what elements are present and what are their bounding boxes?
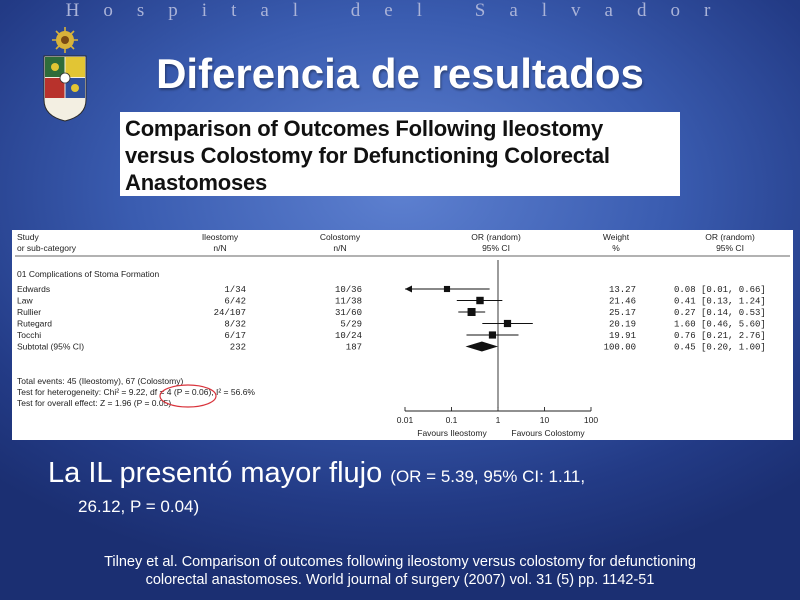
study-rows: Edwards 1/34 10/36 13.27 0.08 [0.01, 0.66] La… <box>17 284 766 353</box>
study-name: Edwards <box>17 284 50 294</box>
study-ileostomy: 24/107 <box>214 308 246 318</box>
paper-title-line: Comparison of Outcomes Following Ileosto… <box>125 116 604 141</box>
footer-overall-effect: Test for overall effect: Z = 1.96 (P = 0… <box>17 398 171 408</box>
study-name: Rullier <box>17 307 41 317</box>
forest-plot-svg: Study or sub-category Ileostomy n/N Colo… <box>15 232 790 438</box>
subtotal-diamond <box>465 341 498 352</box>
paper-title-box: Comparison of Outcomes Following Ileosto… <box>120 112 680 196</box>
study-point-marker <box>443 285 451 293</box>
study-point-marker <box>488 331 497 339</box>
p-value-highlight-circle <box>159 384 217 408</box>
study-weight: 19.91 <box>609 331 636 341</box>
conclusion-text: La IL presentó mayor flujo (OR = 5.39, 9… <box>48 456 768 520</box>
subtotal-ileostomy: 232 <box>230 343 246 353</box>
conclusion-stats: (OR = 5.39, 95% CI: 1.11, <box>390 467 586 486</box>
header-colostomy: Colostomy <box>320 232 361 242</box>
x-axis-tick-label: 0.01 <box>397 415 414 425</box>
reference-line: colorectal anastomoses. World journal of… <box>145 572 655 588</box>
header-study: Study <box>17 232 39 242</box>
study-name: Law <box>17 296 33 306</box>
subtotal-colostomy: 187 <box>346 343 362 353</box>
study-colostomy: 11/38 <box>335 297 362 307</box>
study-or-ci: 0.08 [0.01, 0.66] <box>674 285 766 295</box>
study-ileostomy: 6/17 <box>224 331 246 341</box>
study-ileostomy: 6/42 <box>224 297 246 307</box>
study-colostomy: 5/29 <box>340 320 362 330</box>
study-or-ci: 0.41 [0.13, 1.24] <box>674 297 766 307</box>
conclusion-stats-cont: 26.12, P = 0.04) <box>78 497 200 516</box>
study-point-marker <box>503 319 512 328</box>
favours-left-label: Favours Ileostomy <box>417 428 487 438</box>
study-or-ci: 0.76 [0.21, 2.76] <box>674 331 766 341</box>
header-or2: OR (random) <box>705 232 755 242</box>
header-ileostomy-sub: n/N <box>213 243 226 253</box>
subtotal-or-ci: 0.45 [0.20, 1.00] <box>674 343 766 353</box>
paper-title-line: Anastomoses <box>125 170 268 195</box>
subtotal-label: Subtotal (95% CI) <box>17 342 84 352</box>
study-colostomy: 10/36 <box>335 285 362 295</box>
x-axis-tick-label: 1 <box>496 415 501 425</box>
forest-plot: Study or sub-category Ileostomy n/N Colo… <box>12 230 793 440</box>
x-axis-tick-label: 10 <box>540 415 550 425</box>
x-axis-tick-label: 0.1 <box>446 415 458 425</box>
study-weight: 25.17 <box>609 308 636 318</box>
hospital-header-band: Hospital del Salvador <box>65 0 735 21</box>
study-ileostomy: 1/34 <box>224 285 246 295</box>
paper-title-line: versus Colostomy for Defunctioning Color… <box>125 143 610 168</box>
header-ileostomy: Ileostomy <box>202 232 239 242</box>
header-or-sub: 95% CI <box>482 243 510 253</box>
favours-right-label: Favours Colostomy <box>511 428 585 438</box>
header-or2-sub: 95% CI <box>716 243 744 253</box>
section-label: 01 Complications of Stoma Formation <box>17 269 159 279</box>
footer-total-events: Total events: 45 (Ileostomy), 67 (Colost… <box>17 376 183 386</box>
study-point-marker <box>467 308 476 316</box>
plot-area: 0.01 0.1 1 10 100 <box>397 260 598 425</box>
study-weight: 13.27 <box>609 285 636 295</box>
study-weight: 21.46 <box>609 297 636 307</box>
x-axis-tick-label: 100 <box>584 415 598 425</box>
study-or-ci: 1.60 [0.46, 5.60] <box>674 320 766 330</box>
slide-title: Diferencia de resultados <box>156 50 644 97</box>
ci-arrow-left <box>405 285 412 293</box>
conclusion-main: La IL presentó mayor flujo <box>48 457 383 489</box>
header-colostomy-sub: n/N <box>333 243 346 253</box>
study-ileostomy: 8/32 <box>224 320 246 330</box>
subtotal-weight: 100.00 <box>604 343 636 353</box>
footer-heterogeneity: Test for heterogeneity: Chi² = 9.22, df … <box>17 387 255 397</box>
reference-line: Tilney et al. Comparison of outcomes fol… <box>104 554 696 570</box>
header-weight: Weight <box>603 232 630 242</box>
study-or-ci: 0.27 [0.14, 0.53] <box>674 308 766 318</box>
header-study-sub: or sub-category <box>17 243 77 253</box>
study-colostomy: 31/60 <box>335 308 362 318</box>
header-weight-sub: % <box>612 243 620 253</box>
study-name: Tocchi <box>17 330 41 340</box>
study-name: Rutegard <box>17 319 52 329</box>
university-crest-logo <box>43 27 87 122</box>
study-colostomy: 10/24 <box>335 331 362 341</box>
study-point-marker <box>476 296 484 305</box>
header-or: OR (random) <box>471 232 521 242</box>
reference-citation: Tilney et al. Comparison of outcomes fol… <box>0 553 800 589</box>
study-weight: 20.19 <box>609 320 636 330</box>
